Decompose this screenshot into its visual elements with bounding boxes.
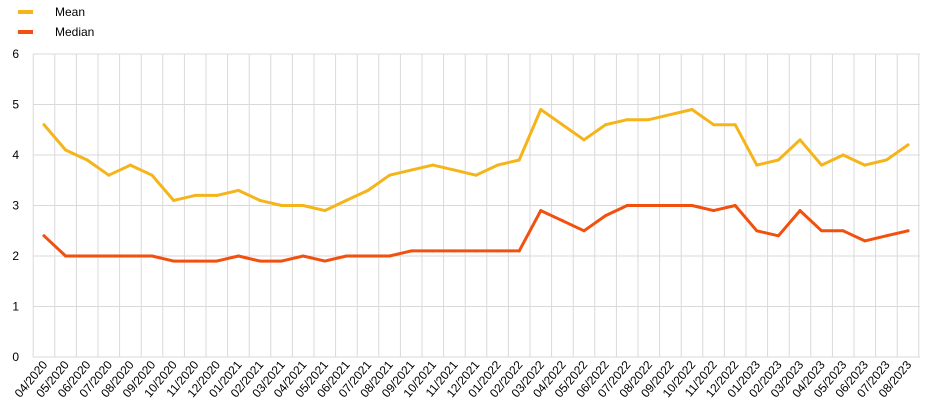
data-point-median xyxy=(128,254,132,258)
legend-swatch-mean xyxy=(18,10,33,14)
data-point-mean xyxy=(560,123,564,127)
legend: Mean Median xyxy=(18,2,94,42)
data-point-median xyxy=(280,259,284,263)
data-point-mean xyxy=(906,143,910,147)
data-point-median xyxy=(560,219,564,223)
data-point-mean xyxy=(64,148,68,152)
data-point-mean xyxy=(668,113,672,117)
data-point-median xyxy=(820,229,824,233)
data-point-median xyxy=(539,209,543,213)
y-tick-label: 4 xyxy=(12,148,19,162)
data-point-median xyxy=(85,254,89,258)
legend-label-mean: Mean xyxy=(55,5,86,19)
data-point-mean xyxy=(474,173,478,177)
data-point-mean xyxy=(172,198,176,202)
data-point-mean xyxy=(733,123,737,127)
data-point-median xyxy=(690,204,694,207)
data-point-median xyxy=(64,254,68,258)
y-tick-label: 0 xyxy=(12,350,19,364)
data-point-mean xyxy=(776,158,780,162)
series-line-median xyxy=(42,204,910,263)
data-point-median xyxy=(388,254,392,258)
data-point-mean xyxy=(215,193,219,197)
data-point-median xyxy=(409,249,413,253)
data-point-mean xyxy=(452,168,456,172)
data-point-median xyxy=(733,204,737,207)
legend-swatch-median xyxy=(18,30,33,34)
y-tick-label: 1 xyxy=(12,300,19,314)
data-point-mean xyxy=(647,118,651,122)
data-point-median xyxy=(172,259,176,263)
data-point-median xyxy=(582,229,586,233)
data-point-median xyxy=(474,249,478,253)
data-point-median xyxy=(863,239,867,243)
data-point-mean xyxy=(539,108,543,112)
data-point-mean xyxy=(388,173,392,177)
data-point-median xyxy=(150,254,154,258)
data-point-mean xyxy=(884,158,888,162)
data-point-median xyxy=(301,254,305,258)
legend-item-median: Median xyxy=(18,22,94,42)
data-point-mean xyxy=(193,193,197,197)
legend-label-median: Median xyxy=(55,25,95,39)
data-point-mean xyxy=(712,123,716,127)
data-point-mean xyxy=(258,198,262,202)
data-point-median xyxy=(647,204,651,207)
data-point-median xyxy=(431,249,435,253)
data-point-mean xyxy=(841,153,845,157)
data-point-mean xyxy=(625,118,629,122)
y-tick-label: 6 xyxy=(12,47,19,61)
data-point-median xyxy=(236,254,240,258)
data-point-mean xyxy=(85,158,89,162)
data-point-mean xyxy=(128,163,132,167)
data-point-mean xyxy=(496,163,500,167)
data-point-mean xyxy=(323,209,327,213)
data-point-mean xyxy=(798,138,802,142)
data-point-median xyxy=(193,259,197,263)
data-point-median xyxy=(604,214,608,218)
data-point-median xyxy=(755,229,759,233)
data-point-median xyxy=(776,234,780,238)
data-point-mean xyxy=(517,158,521,162)
data-point-median xyxy=(798,209,802,213)
data-point-mean xyxy=(582,138,586,142)
data-point-median xyxy=(107,254,111,258)
data-point-mean xyxy=(604,123,608,127)
data-point-mean xyxy=(863,163,867,167)
data-point-mean xyxy=(344,198,348,202)
data-point-median xyxy=(517,249,521,253)
data-point-mean xyxy=(409,168,413,172)
data-point-mean xyxy=(431,163,435,167)
data-point-median xyxy=(366,254,370,258)
data-point-median xyxy=(258,259,262,263)
data-point-median xyxy=(884,234,888,238)
data-point-median xyxy=(625,204,629,207)
legend-item-mean: Mean xyxy=(18,2,94,22)
data-point-median xyxy=(496,249,500,253)
data-point-median xyxy=(215,259,219,263)
data-point-mean xyxy=(301,204,305,207)
data-point-median xyxy=(42,234,46,238)
data-point-mean xyxy=(107,173,111,177)
y-tick-label: 5 xyxy=(12,98,19,112)
data-point-mean xyxy=(690,108,694,112)
data-point-median xyxy=(906,229,910,233)
data-point-median xyxy=(712,209,716,213)
data-point-median xyxy=(668,204,672,207)
data-point-mean xyxy=(820,163,824,167)
data-point-mean xyxy=(236,188,240,192)
data-point-median xyxy=(452,249,456,253)
data-point-median xyxy=(344,254,348,258)
data-point-mean xyxy=(366,188,370,192)
data-point-median xyxy=(841,229,845,233)
data-point-mean xyxy=(755,163,759,167)
data-point-mean xyxy=(42,123,46,127)
y-tick-label: 3 xyxy=(12,199,19,213)
data-point-mean xyxy=(150,173,154,177)
y-tick-label: 2 xyxy=(12,249,19,263)
data-point-median xyxy=(323,259,327,263)
data-point-mean xyxy=(280,204,284,207)
